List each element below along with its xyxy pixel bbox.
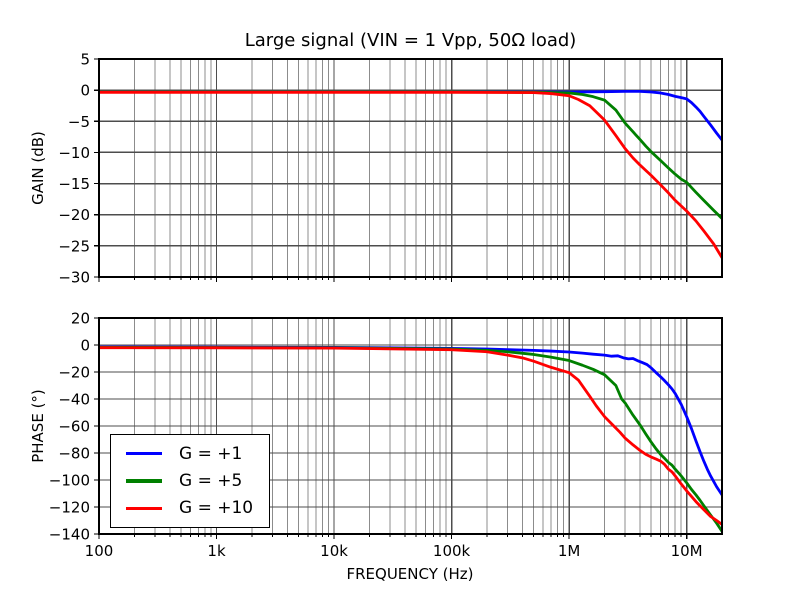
curve-gain-2 [99,90,722,260]
x-tick-label: 100k [433,542,471,560]
legend-swatch-green [126,479,162,483]
curve-phase-1 [99,346,722,533]
curve-gain-1 [99,90,722,220]
x-tick-label: 100 [85,542,114,560]
y-tick-label: −120 [49,499,90,517]
y-tick-label: 5 [80,51,90,69]
gain-axis-label: GAIN (dB) [29,131,47,205]
y-tick-label: −5 [68,113,90,131]
y-tick-label: −25 [58,237,90,255]
y-tick-label: −100 [49,472,90,490]
y-tick-label: −20 [58,206,90,224]
legend-item-g1: G = +1 [111,444,269,464]
x-tick-label: 1k [207,542,226,560]
y-tick-label: −40 [58,391,90,409]
frequency-axis-label: FREQUENCY (Hz) [346,565,474,583]
curve-gain-0 [99,89,722,142]
y-tick-label: 0 [80,82,90,100]
x-tick-label: 10M [671,542,703,560]
y-tick-label: 20 [71,310,90,328]
legend-label-g1: G = +1 [179,443,243,464]
phase-axis-label: PHASE (°) [29,389,47,463]
y-tick-label: −20 [58,364,90,382]
y-tick-label: −10 [58,144,90,162]
y-tick-label: 0 [80,337,90,355]
legend-item-g5: G = +5 [111,471,269,491]
legend-label-g5: G = +5 [179,470,243,491]
axes-spine-gain [98,58,723,278]
legend: G = +1 G = +5 G = +10 [110,434,270,528]
x-tick-label: 10k [320,542,348,560]
legend-label-g10: G = +10 [179,498,254,519]
curve-phase-0 [99,345,722,497]
y-tick-label: −80 [58,445,90,463]
curve-phase-2 [99,346,722,526]
legend-swatch-blue [126,451,162,456]
x-tick-label: 1M [558,542,581,560]
y-tick-label: −60 [58,418,90,436]
legend-item-g10: G = +10 [111,498,269,518]
chart-title: Large signal (VIN = 1 Vpp, 50Ω load) [244,30,577,51]
legend-swatch-red [126,506,162,511]
y-tick-label: −15 [58,175,90,193]
y-tick-label: −140 [49,526,90,544]
y-tick-label: −30 [58,269,90,287]
